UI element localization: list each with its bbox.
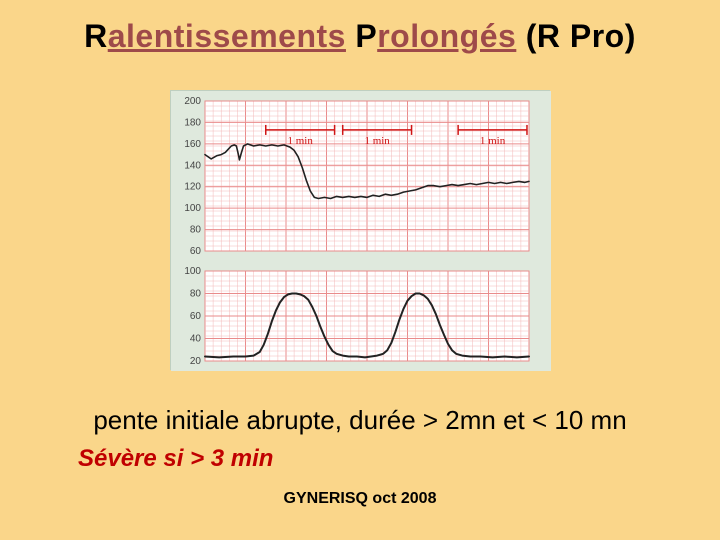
svg-text:100: 100 <box>184 266 201 277</box>
title-alentissements: alentissements <box>108 18 346 54</box>
svg-text:1 min: 1 min <box>287 135 313 147</box>
title-rest: (R Pro) <box>516 18 636 54</box>
slide-title: Ralentissements Prolongés (R Pro) <box>0 18 720 55</box>
svg-text:140: 140 <box>184 160 201 171</box>
svg-text:1 min: 1 min <box>480 135 506 147</box>
ctg-svg: 200 180 160 140 120 100 80 60 100 80 60 40 20 1 min 1 … <box>171 91 551 371</box>
svg-text:160: 160 <box>184 139 201 150</box>
ctg-chart: 200 180 160 140 120 100 80 60 100 80 60 40 20 1 min 1 … <box>170 90 550 370</box>
svg-text:20: 20 <box>190 356 202 367</box>
svg-text:80: 80 <box>190 289 202 300</box>
caption-line-1: pente initiale abrupte, durée > 2mn et <… <box>0 405 720 436</box>
svg-text:100: 100 <box>184 203 201 214</box>
title-rolonges: rolongés <box>377 18 516 54</box>
svg-text:1 min: 1 min <box>364 135 390 147</box>
svg-text:120: 120 <box>184 182 201 193</box>
title-R: R <box>84 18 108 54</box>
svg-text:60: 60 <box>190 311 202 322</box>
caption-line-2: Sévère si > 3 min <box>78 445 273 473</box>
footer-text: GYNERISQ oct 2008 <box>0 490 720 508</box>
svg-text:200: 200 <box>184 96 201 107</box>
svg-text:60: 60 <box>190 246 202 257</box>
title-sp1 <box>346 18 355 54</box>
svg-text:80: 80 <box>190 225 202 236</box>
svg-text:40: 40 <box>190 334 202 345</box>
title-P: P <box>355 18 377 54</box>
slide: Ralentissements Prolongés (R Pro) 200 180… <box>0 0 720 540</box>
svg-text:180: 180 <box>184 117 201 128</box>
